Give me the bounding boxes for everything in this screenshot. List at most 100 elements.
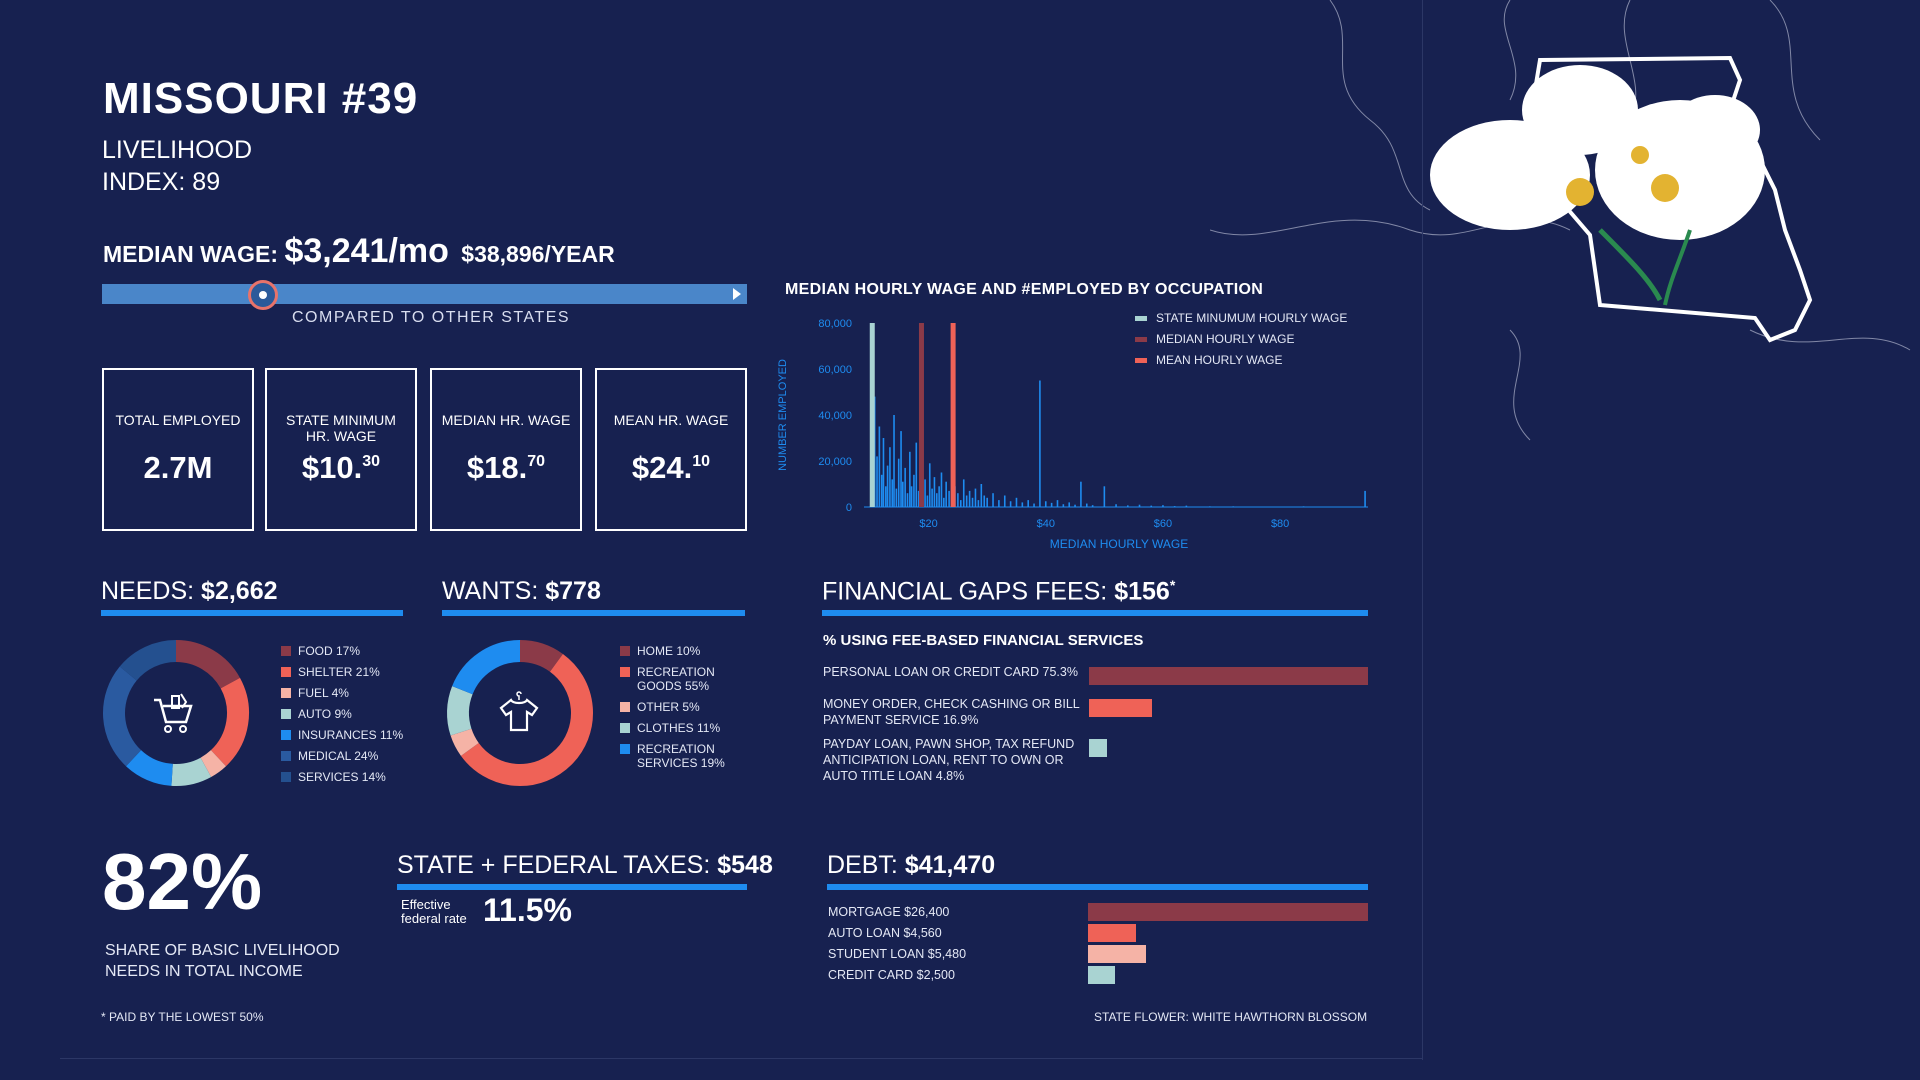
reference-wage-line	[950, 323, 956, 507]
debt-row: CREDIT CARD $2,500	[827, 966, 1368, 986]
gaps-subtitle: % USING FEE-BASED FINANCIAL SERVICES	[823, 632, 1144, 649]
occupation-wage-chart: 80,000 60,000 40,000 20,000 0 $20 $40 $60 $80 MED…	[777, 311, 1368, 551]
play-arrow-icon	[733, 288, 741, 300]
stat-value: $10.30	[301, 450, 381, 485]
y-tick-label: 60,000	[818, 364, 852, 376]
median-wage-line: MEDIAN WAGE: $3,241/mo $38,896/YEAR	[103, 232, 615, 271]
legend-label: AUTO 9%	[298, 707, 352, 721]
subtitle-line1: LIVELIHOOD	[102, 136, 253, 164]
y-axis-label: NUMBER EMPLOYED	[777, 359, 789, 471]
stat-mean-wage: MEAN HR. WAGE $24.10	[595, 368, 747, 531]
hawthorn-blossom-icon	[1430, 65, 1765, 306]
reference-wage-line	[918, 323, 924, 507]
legend-label: INSURANCES 11%	[298, 728, 404, 742]
legend-label: HOME 10%	[637, 644, 701, 658]
needs-underline	[101, 610, 403, 616]
share-percentage: 82%	[102, 837, 263, 926]
legend-swatch	[620, 744, 630, 754]
x-axis-label: MEDIAN HOURLY WAGE	[1050, 537, 1188, 551]
legend-swatch	[281, 730, 291, 740]
legend-item: MEDICAL 24%	[281, 749, 411, 763]
wants-legend: HOME 10% RECREATION GOODS 55% OTHER 5% CLOT…	[620, 644, 750, 777]
median-wage-label: MEDIAN WAGE:	[103, 241, 279, 267]
debt-heading: DEBT: $41,470	[827, 851, 996, 879]
debt-label: AUTO LOAN $4,560	[828, 926, 942, 940]
stat-total-employed: TOTAL EMPLOYED 2.7M	[102, 368, 254, 531]
missouri-map-illustration	[1210, 0, 1911, 441]
debt-row: AUTO LOAN $4,560	[827, 924, 1368, 944]
donut-slice	[447, 686, 473, 736]
median-wage-monthly: $3,241/mo	[284, 232, 449, 270]
comparison-label: COMPARED TO OTHER STATES	[292, 309, 571, 326]
debt-bar	[1088, 966, 1115, 984]
legend-label: FUEL 4%	[298, 686, 349, 700]
legend-item: SERVICES 14%	[281, 770, 411, 784]
needs-donut-chart	[103, 640, 249, 786]
federal-rate-value: 11.5%	[483, 892, 572, 928]
donut-slice	[103, 666, 142, 767]
stat-label: STATE MINIMUM HR. WAGE	[286, 412, 396, 444]
debt-label: STUDENT LOAN $5,480	[828, 947, 967, 961]
legend-item: CLOTHES 11%	[620, 721, 750, 735]
y-tick-label: 20,000	[818, 456, 852, 468]
gap-row: PAYDAY LOAN, PAWN SHOP, TAX REFUND ANTIC…	[823, 736, 1369, 784]
donut-slice	[200, 749, 226, 777]
state-comparison-slider	[102, 284, 747, 304]
legend-swatch	[620, 702, 630, 712]
legend-item: SHELTER 21%	[281, 665, 411, 679]
gaps-underline	[822, 610, 1368, 616]
gap-row: MONEY ORDER, CHECK CASHING OR BILL PAYME…	[823, 696, 1369, 744]
wants-underline	[442, 610, 745, 616]
legend-label: OTHER 5%	[637, 700, 700, 714]
legend-swatch	[1135, 316, 1147, 321]
debt-row: STUDENT LOAN $5,480	[827, 945, 1368, 965]
needs-heading: NEEDS: $2,662	[101, 577, 278, 605]
legend-item: RECREATION GOODS 55%	[620, 665, 750, 693]
y-tick-label: 0	[846, 502, 852, 514]
legend-swatch	[620, 646, 630, 656]
legend-label: CLOTHES 11%	[637, 721, 721, 735]
x-tick-label: $80	[1271, 518, 1289, 530]
state-position-marker	[248, 280, 279, 310]
legend-swatch	[281, 667, 291, 677]
wants-heading: WANTS: $778	[442, 577, 601, 605]
y-tick-label: 40,000	[818, 410, 852, 422]
stat-label: TOTAL EMPLOYED	[115, 412, 241, 428]
debt-label: CREDIT CARD $2,500	[828, 968, 955, 982]
stat-state-min-wage: STATE MINIMUM HR. WAGE $10.30	[265, 368, 417, 531]
legend-item: AUTO 9%	[281, 707, 411, 721]
needs-legend: FOOD 17% SHELTER 21% FUEL 4% AUTO 9% INSURAN…	[281, 644, 411, 791]
chart-title: MEDIAN HOURLY WAGE AND #EMPLOYED BY OCCU…	[785, 281, 1264, 298]
legend-item: FUEL 4%	[281, 686, 411, 700]
legend-swatch	[281, 688, 291, 698]
share-caption: SHARE OF BASIC LIVELIHOOD NEEDS IN TOTAL …	[105, 942, 340, 980]
legend-swatch	[281, 709, 291, 719]
page-title: MISSOURI #39	[103, 74, 419, 123]
gap-bar	[1089, 667, 1368, 685]
legend-label: FOOD 17%	[298, 644, 361, 658]
y-tick-label: 80,000	[818, 318, 852, 330]
legend-label: RECREATION SERVICES 19%	[637, 742, 725, 770]
stat-median-wage: MEDIAN HR. WAGE $18.70	[430, 368, 582, 531]
page-frame-bottom-divider	[60, 1058, 1422, 1059]
legend-label: MEDIAN HOURLY WAGE	[1156, 332, 1294, 346]
shopping-cart-icon	[154, 693, 193, 733]
legend-label: RECREATION GOODS 55%	[637, 665, 715, 693]
subtitle-line2: INDEX: 89	[102, 168, 221, 196]
debt-bar	[1088, 903, 1368, 921]
legend-item: OTHER 5%	[620, 700, 750, 714]
legend-label: SHELTER 21%	[298, 665, 380, 679]
x-tick-label: $60	[1154, 518, 1172, 530]
legend-item: INSURANCES 11%	[281, 728, 411, 742]
reference-wage-line	[869, 323, 875, 507]
state-flower-note: STATE FLOWER: WHITE HAWTHORN BLOSSOM	[1094, 1010, 1368, 1024]
donut-slice	[450, 728, 479, 756]
legend-swatch	[281, 646, 291, 656]
page-subtitle: LIVELIHOOD INDEX: 89	[102, 134, 252, 198]
donut-slice	[519, 640, 563, 673]
legend-label: STATE MINUMUM HOURLY WAGE	[1156, 311, 1347, 325]
donut-slice	[460, 653, 593, 786]
stat-value: $24.10	[631, 450, 711, 485]
gap-bar	[1089, 739, 1107, 757]
donut-slice	[171, 757, 212, 786]
